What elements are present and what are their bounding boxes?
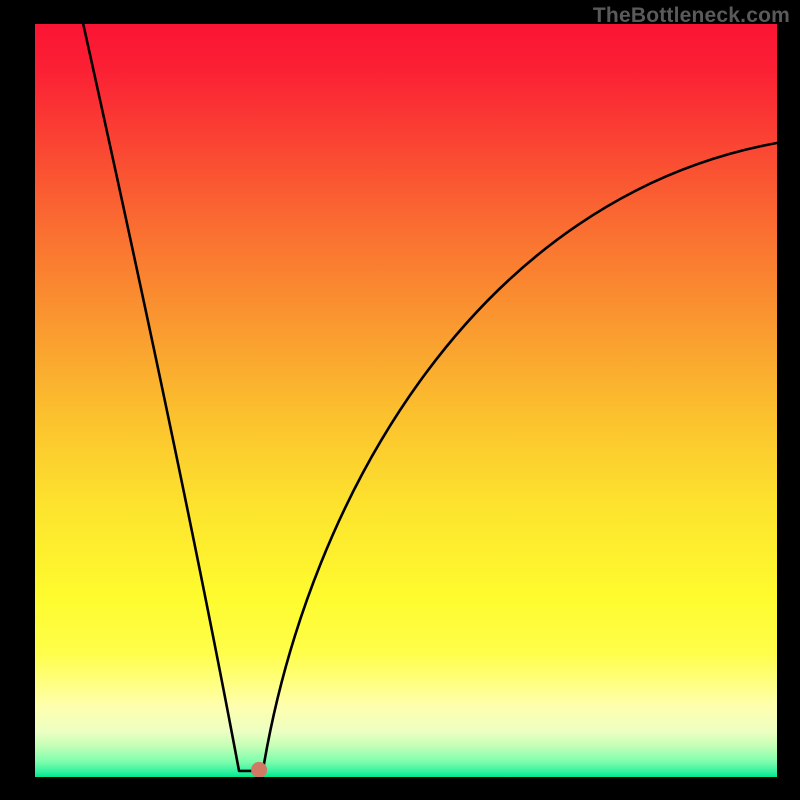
chart-frame: TheBottleneck.com bbox=[0, 0, 800, 800]
plot-svg bbox=[35, 24, 777, 777]
plot-area bbox=[35, 24, 777, 777]
